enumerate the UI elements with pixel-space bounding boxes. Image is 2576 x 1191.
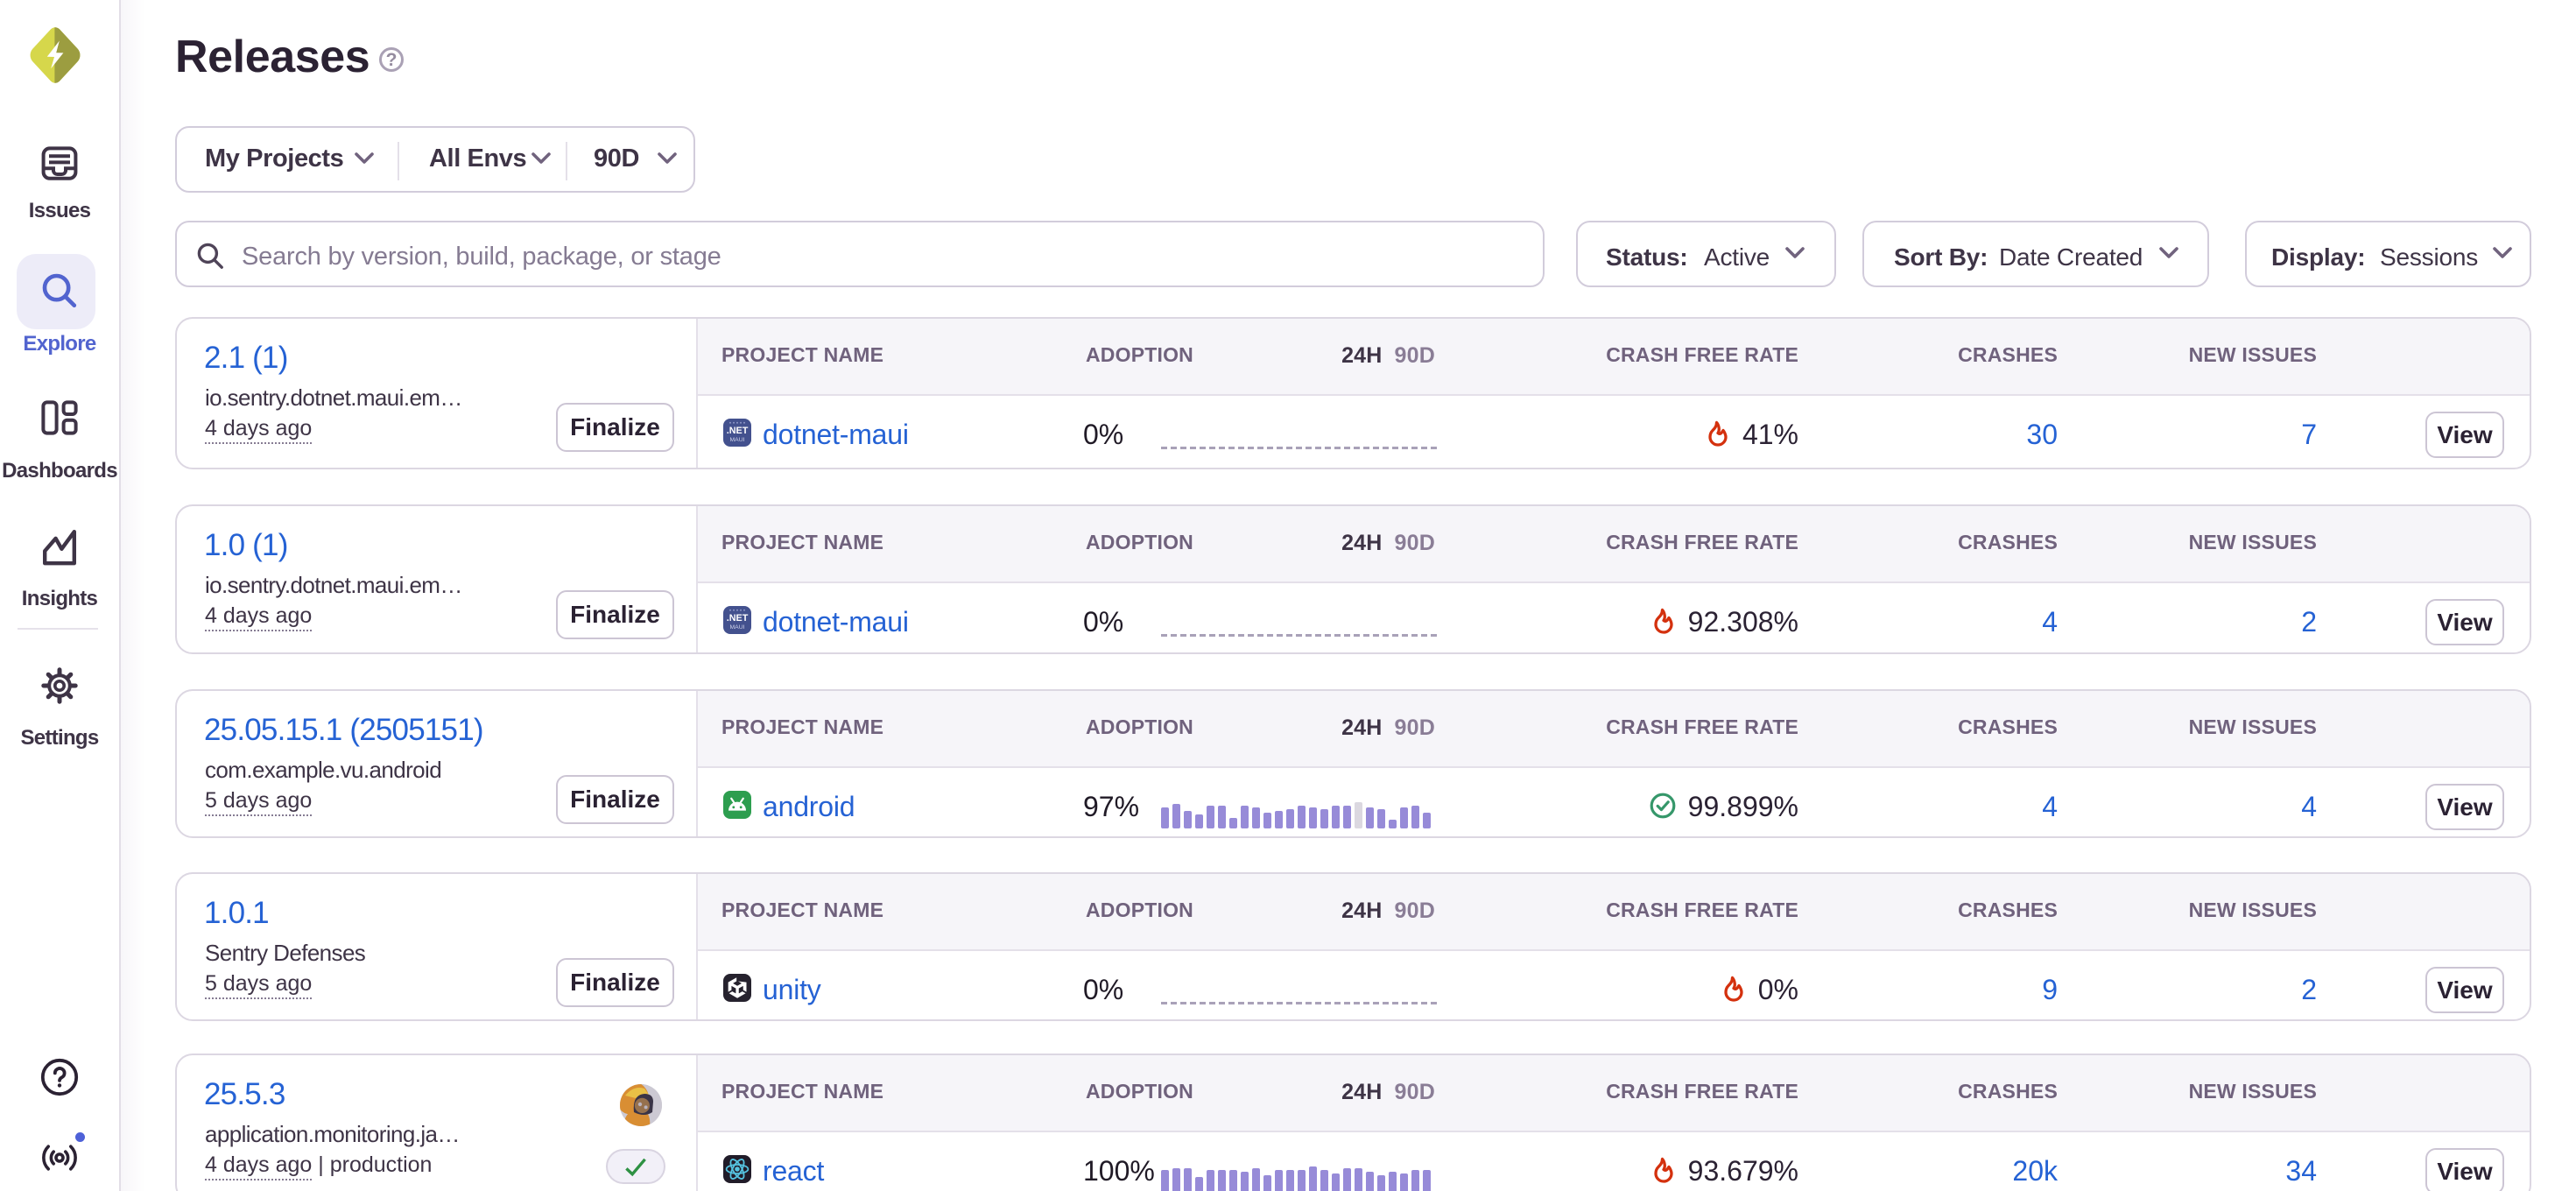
- svg-text:MAUI: MAUI: [730, 437, 745, 443]
- svg-text:MAUI: MAUI: [730, 624, 745, 631]
- svg-text:.NET: .NET: [727, 613, 749, 624]
- svg-text:.NET: .NET: [727, 426, 749, 436]
